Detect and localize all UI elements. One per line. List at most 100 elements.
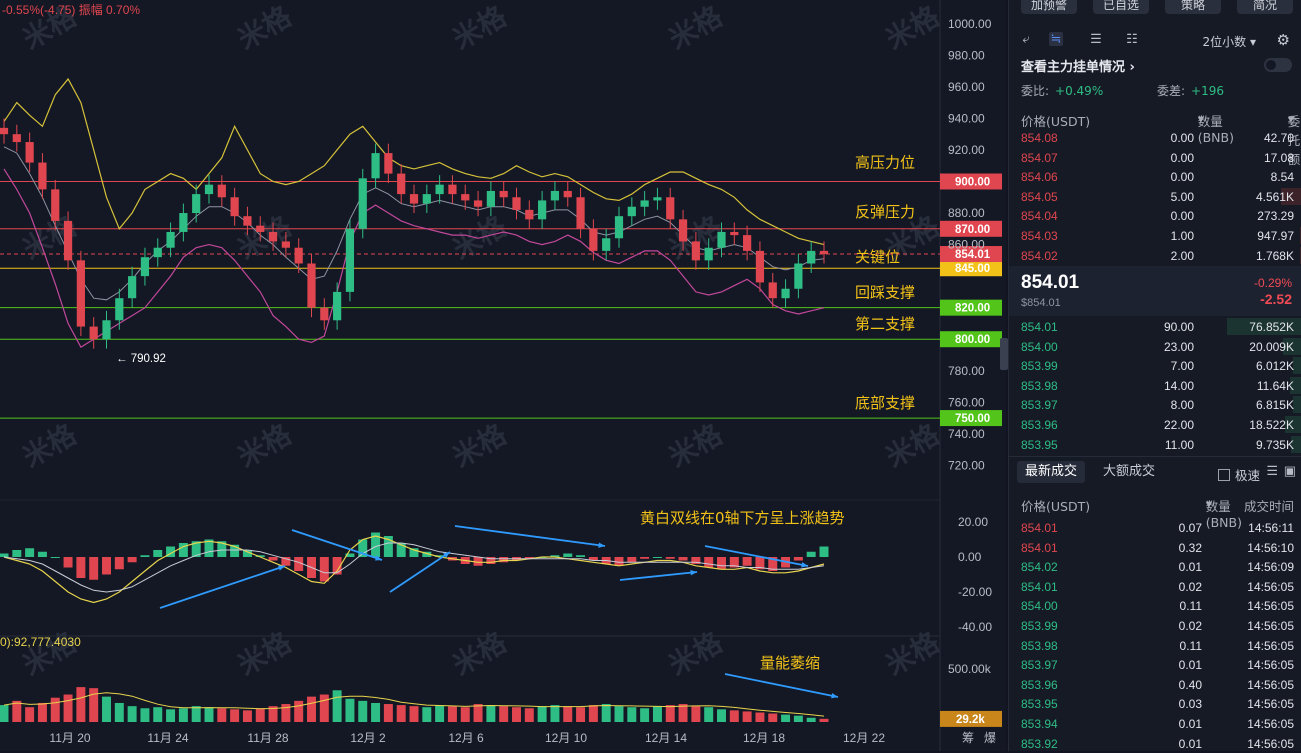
trade-time: 14:56:05 <box>1247 658 1294 673</box>
macd-dif-line <box>3 535 825 604</box>
ratio-value: +0.49% <box>1055 84 1104 98</box>
boll-upper-line <box>3 77 825 246</box>
trade-price: 853.95 <box>1021 697 1058 712</box>
chart-panel-resize-handle[interactable] <box>1000 338 1008 370</box>
price-tick-label: 740.00 <box>948 427 985 441</box>
fast-mode-checkbox[interactable]: 极速 <box>1217 465 1260 484</box>
macd-bar <box>499 557 509 563</box>
bid-row[interactable]: 854.01 90.00 76.852K <box>1009 317 1301 337</box>
ask-row[interactable]: 854.04 0.00 273.29 <box>1009 206 1301 226</box>
bid-row[interactable]: 853.98 14.00 11.64K <box>1009 376 1301 396</box>
main-force-toggle[interactable] <box>1264 58 1292 72</box>
trade-row: 854.00 0.11 14:56:05 <box>1009 596 1301 616</box>
volume-bar <box>640 708 650 722</box>
settings-icon[interactable]: ⚙ <box>1276 32 1290 49</box>
fast-mode-box[interactable] <box>1217 469 1230 481</box>
price-cell: 853.99 <box>1021 359 1058 374</box>
ask-row[interactable]: 854.07 0.00 17.08 <box>1009 148 1301 168</box>
macd-bar <box>614 557 624 566</box>
volume-bar <box>307 696 316 722</box>
ask-row[interactable]: 854.06 0.00 8.54 <box>1009 167 1301 187</box>
bid-row[interactable]: 853.99 7.00 6.012K <box>1009 356 1301 376</box>
volume-bar <box>371 702 381 722</box>
volume-bar <box>383 704 393 722</box>
volume-bar <box>409 706 419 722</box>
macd-bar <box>76 557 86 578</box>
candle-body <box>717 231 726 248</box>
candle-body <box>128 276 137 299</box>
trade-price: 854.02 <box>1021 560 1058 575</box>
flip-view-icon[interactable]: ⤶ <box>1022 31 1030 46</box>
layout-icon[interactable]: ▣ <box>1283 463 1296 478</box>
trade-col-qty-header[interactable]: 数量(BNB) ▾ <box>1205 496 1242 530</box>
candle-body <box>76 260 85 327</box>
volume-last-tag-text: 29.2k <box>956 714 985 726</box>
volume-bar <box>294 700 304 722</box>
volume-bar <box>742 711 752 722</box>
main-force-orders-link[interactable]: 查看主力挂单情况 › <box>1021 60 1135 75</box>
depth-bar <box>1291 435 1301 453</box>
macd-bar <box>550 555 560 557</box>
decimal-select[interactable]: 2位小数 ▾ <box>1202 35 1256 49</box>
trade-row: 854.02 0.01 14:56:09 <box>1009 557 1301 577</box>
asks-view-icon[interactable]: ☷ <box>1126 31 1138 46</box>
trade-price: 853.94 <box>1021 717 1058 731</box>
depth-bar <box>1290 376 1301 394</box>
ask-row[interactable]: 854.02 2.00 1.768K <box>1009 246 1301 266</box>
add-alert-button[interactable]: 加预警 <box>1021 0 1077 14</box>
bid-row[interactable]: 853.96 22.00 18.522K <box>1009 415 1301 435</box>
watchlist-button[interactable]: 已自选 <box>1093 0 1149 14</box>
trade-price: 854.00 <box>1021 599 1058 614</box>
ask-row[interactable]: 854.05 5.00 4.561K <box>1009 187 1301 207</box>
candle-body <box>294 247 303 264</box>
bid-row[interactable]: 853.95 11.00 9.735K <box>1009 435 1301 455</box>
candle-body <box>38 162 47 190</box>
macd-bar <box>742 557 752 566</box>
candle-body <box>614 216 624 239</box>
trend-arrow-line <box>704 545 809 567</box>
overview-button[interactable]: 简况 <box>1237 0 1293 14</box>
depth-bar <box>1285 416 1301 433</box>
trade-price: 853.97 <box>1021 658 1058 673</box>
both-sides-view-icon[interactable]: ≒ <box>1049 31 1063 46</box>
price-tick-label: 920.00 <box>948 143 985 157</box>
ask-row[interactable]: 854.08 0.00 42.70 <box>1009 128 1301 148</box>
tab-latest-trades[interactable]: 最新成交 <box>1017 461 1086 483</box>
trade-row: 853.95 0.03 14:56:05 <box>1009 694 1301 714</box>
trade-qty: 0.03 <box>1178 697 1202 712</box>
col-qty-header[interactable]: 数量 (BNB) ▾ <box>1197 111 1234 145</box>
bid-row[interactable]: 854.00 23.00 20.009K <box>1009 337 1301 357</box>
kline-chart-area[interactable]: 米格 米格 米格 米格 米格 米格 米格 米格 米格 米格 米格 米格 米格 米格 米格 米格 米格 米格 米格 米格… <box>0 0 1008 751</box>
macd-bar <box>409 548 419 557</box>
ask-row[interactable]: 854.03 1.00 947.97 <box>1009 226 1301 246</box>
candle-body <box>640 200 649 207</box>
volume-bar <box>627 707 637 722</box>
trade-time: 14:56:05 <box>1247 619 1294 633</box>
col-amount-header[interactable]: 委托额 ▾ <box>1287 111 1301 167</box>
amount-cell: 6.815K <box>1255 398 1294 413</box>
candle-body <box>576 197 585 229</box>
tab-large-trades[interactable]: 大额成交 <box>1103 464 1156 479</box>
candle-body <box>666 197 675 220</box>
filter-icon[interactable]: ☰ <box>1266 463 1278 478</box>
macd-bar <box>153 550 163 557</box>
strategy-button[interactable]: 策略 <box>1165 0 1221 14</box>
trade-row: 853.94 0.01 14:56:05 <box>1009 714 1301 734</box>
macd-bar <box>102 557 111 575</box>
low-marker: ← 790.92 <box>116 353 166 365</box>
date-tick-label: 11月 20 <box>49 731 90 745</box>
candle-body <box>563 190 572 198</box>
candle-body <box>819 250 829 255</box>
volume-bar <box>537 706 547 722</box>
macd-bar <box>422 551 432 557</box>
macd-bar <box>37 551 47 557</box>
macd-bar <box>140 555 150 557</box>
trade-price: 853.96 <box>1021 677 1058 692</box>
bid-row[interactable]: 853.97 8.00 6.815K <box>1009 395 1301 415</box>
col-price-header: 价格(USDT) <box>1021 114 1091 129</box>
volume-bar <box>447 706 457 722</box>
bids-view-icon[interactable]: ☰ <box>1090 31 1102 46</box>
candle-body <box>538 200 547 220</box>
trade-row: 853.96 0.40 14:56:05 <box>1009 675 1301 695</box>
